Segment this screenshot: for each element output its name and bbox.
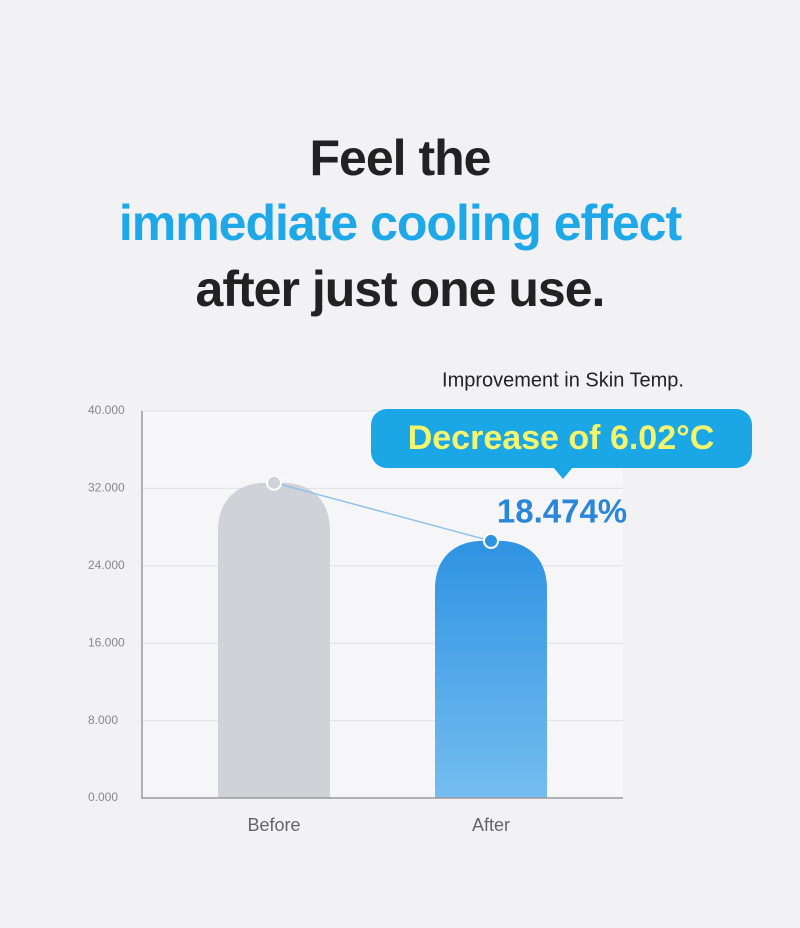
callout-pointer xyxy=(553,467,573,479)
y-tick-label: 8.000 xyxy=(88,713,118,727)
bars xyxy=(218,474,547,798)
x-tick-label: After xyxy=(472,815,510,835)
y-tick-label: 24.000 xyxy=(88,558,125,572)
callout-box xyxy=(371,409,752,468)
y-tick-label: 32.000 xyxy=(88,481,125,495)
y-tick-label: 40.000 xyxy=(88,403,125,417)
bar xyxy=(218,482,330,798)
callout-text: Decrease of 6.02°C xyxy=(408,419,715,457)
callout: Decrease of 6.02°C xyxy=(371,409,752,479)
y-tick-label: 0.000 xyxy=(88,790,118,804)
x-tick-label: Before xyxy=(247,815,300,835)
bar xyxy=(435,540,547,798)
headline-line: after just one use. xyxy=(196,261,605,317)
chart-title: Improvement in Skin Temp. xyxy=(442,369,684,391)
y-tick-label: 16.000 xyxy=(88,635,125,649)
headline-line: Feel the xyxy=(310,130,491,186)
percent-label: 18.474% xyxy=(497,493,627,530)
value-dot xyxy=(483,532,499,549)
headline-highlight: immediate cooling effect xyxy=(119,195,683,251)
plot-area xyxy=(142,411,623,798)
trend-line xyxy=(273,481,492,542)
value-dot xyxy=(266,474,282,491)
